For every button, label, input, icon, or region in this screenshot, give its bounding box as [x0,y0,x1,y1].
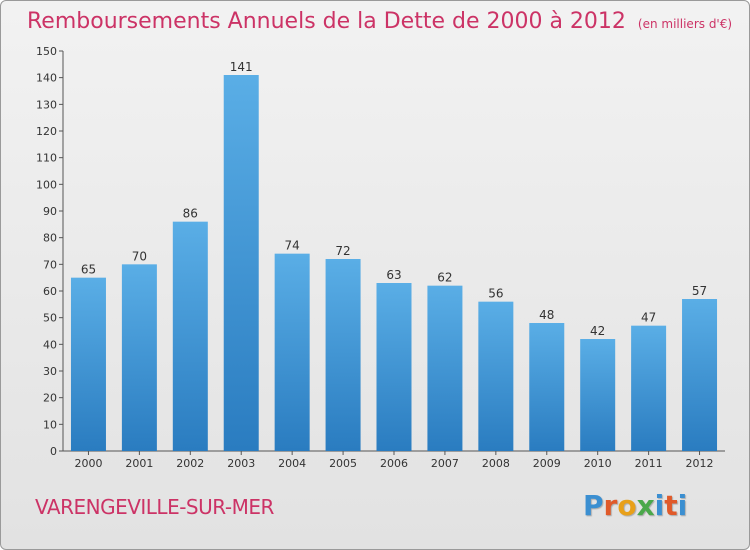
bar [376,283,412,451]
x-tick-label: 2010 [584,457,612,470]
chart-title-block: Remboursements Annuels de la Dette de 20… [27,9,732,34]
y-tick-label: 150 [36,45,57,58]
x-tick-label: 2001 [125,457,153,470]
y-tick-label: 130 [36,98,57,111]
x-tick-label: 2002 [176,457,204,470]
bar-value-label: 141 [230,60,253,74]
y-tick-label: 120 [36,125,57,138]
y-tick-label: 90 [43,205,57,218]
bar [529,323,565,451]
bar-value-label: 74 [285,239,300,253]
logo-letter: t [664,489,678,522]
bar-value-label: 65 [81,263,96,277]
bar-value-label: 47 [641,311,656,325]
y-tick-label: 60 [43,285,57,298]
bar [580,339,616,451]
bar-value-label: 62 [437,271,452,285]
bar [274,253,310,451]
chart-subtitle: (en milliers d'€) [637,17,733,31]
bar [70,277,106,451]
bar-value-label: 72 [335,244,350,258]
bar-value-label: 56 [488,287,503,301]
x-tick-label: 2003 [227,457,255,470]
bar [121,264,157,451]
bar [682,299,718,451]
logo-letter: o [617,489,637,522]
city-name: VARENGEVILLE-SUR-MER [35,495,274,519]
y-tick-label: 140 [36,72,57,85]
chart-bars: 65 70 86 141 74 72 63 62 56 48 42 47 57 [70,60,718,451]
y-tick-label: 0 [50,445,57,458]
x-tick-label: 2009 [533,457,561,470]
y-tick-label: 30 [43,365,57,378]
logo-letter: r [603,489,618,522]
bar-value-label: 42 [590,324,605,338]
logo-letter: P [583,489,604,522]
x-tick-label: 2005 [329,457,357,470]
x-tick-label: 2007 [431,457,459,470]
y-tick-label: 100 [36,178,57,191]
bar [478,301,514,451]
bar [427,285,463,451]
y-tick-label: 80 [43,232,57,245]
y-tick-label: 10 [43,418,57,431]
bar [631,325,667,451]
bar-value-label: 48 [539,308,554,322]
x-tick-label: 2004 [278,457,306,470]
bar [172,221,208,451]
bar [325,259,361,451]
logo-letter: i [654,489,665,522]
bar-value-label: 70 [132,249,147,263]
y-tick-label: 110 [36,152,57,165]
y-tick-label: 70 [43,258,57,271]
logo-letter: i [677,489,688,522]
y-tick-label: 50 [43,312,57,325]
bar [223,75,259,451]
logo-letter: x [636,489,655,522]
x-tick-label: 2006 [380,457,408,470]
chart-axes: 0 10 20 30 40 50 60 70 80 90 100 110 120 130 140 150 200… [36,45,725,470]
bar-value-label: 86 [183,207,198,221]
x-tick-label: 2008 [482,457,510,470]
y-tick-label: 20 [43,392,57,405]
proxiti-logo[interactable]: Proxiti [583,489,687,522]
bar-value-label: 63 [386,268,401,282]
y-tick-label: 40 [43,338,57,351]
x-tick-label: 2000 [74,457,102,470]
bar-value-label: 57 [692,284,707,298]
x-tick-label: 2012 [686,457,714,470]
x-tick-label: 2011 [635,457,663,470]
chart-title: Remboursements Annuels de la Dette de 20… [27,9,626,34]
